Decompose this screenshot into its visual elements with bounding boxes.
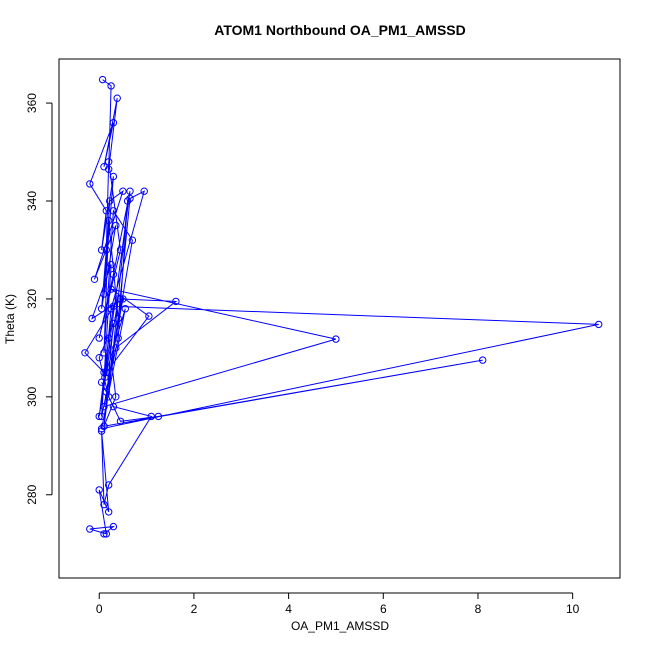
data-point — [116, 417, 125, 425]
data-point — [114, 295, 122, 303]
data-point — [100, 349, 108, 357]
data-point — [107, 260, 115, 269]
data-point — [97, 425, 106, 433]
data-point — [172, 297, 180, 306]
chart-title: ATOM1 Northbound OA_PM1_AMSSD — [214, 22, 466, 38]
data-point — [86, 525, 94, 533]
data-point — [332, 335, 340, 343]
data-point — [97, 305, 106, 313]
data-point — [107, 82, 115, 90]
data-point — [100, 163, 108, 171]
y-tick-label: 320 — [25, 289, 39, 309]
data-point — [145, 312, 153, 320]
data-point — [109, 270, 118, 279]
data-point — [97, 246, 106, 254]
data-point — [100, 368, 108, 377]
data-point — [97, 427, 106, 435]
data-point — [128, 236, 137, 244]
data-point — [102, 246, 111, 254]
x-axis-label: OA_PM1_AMSSD — [291, 619, 389, 633]
data-point — [109, 402, 118, 411]
data-point — [97, 412, 106, 421]
data-point — [109, 119, 118, 127]
y-tick-label: 340 — [25, 191, 39, 211]
data-point — [113, 94, 121, 102]
data-point — [116, 246, 125, 254]
data-point — [154, 412, 163, 421]
data-point — [105, 481, 113, 489]
data-point — [100, 402, 108, 411]
data-point — [595, 320, 603, 329]
x-tick-label: 0 — [96, 602, 103, 616]
y-tick-label: 280 — [25, 484, 39, 504]
data-point — [107, 305, 115, 313]
data-point — [107, 285, 115, 293]
x-tick-label: 10 — [566, 602, 580, 616]
data-point — [114, 314, 122, 323]
data-point — [106, 197, 114, 205]
data-point — [105, 393, 113, 401]
data-point — [95, 412, 103, 421]
data-point — [109, 207, 118, 215]
data-point — [126, 194, 134, 203]
data-point — [114, 334, 122, 342]
data-point — [102, 530, 111, 538]
series-line — [84, 79, 599, 535]
data-point — [112, 344, 120, 352]
data-point — [81, 349, 89, 357]
series-layer — [81, 75, 603, 538]
plot-area-frame — [58, 58, 621, 579]
data-point — [86, 180, 94, 188]
data-point — [88, 314, 96, 323]
data-point — [102, 368, 111, 377]
data-point — [109, 522, 118, 531]
data-point — [100, 500, 108, 509]
data-point — [109, 319, 118, 328]
data-point — [100, 290, 108, 298]
x-tick-label: 2 — [191, 602, 198, 616]
data-point — [140, 187, 148, 195]
data-point — [109, 172, 118, 181]
y-tick-label: 300 — [25, 387, 39, 407]
data-point — [105, 508, 113, 516]
data-point — [119, 295, 127, 303]
data-point — [95, 334, 103, 342]
y-tick-label: 360 — [25, 93, 39, 113]
data-point — [121, 305, 130, 313]
data-point — [105, 158, 113, 166]
y-axis-label: Theta (K) — [3, 294, 17, 344]
data-point — [126, 187, 134, 195]
x-axis: 0 2 4 6 8 10 — [96, 592, 580, 616]
data-point — [105, 216, 113, 225]
data-point — [109, 302, 118, 310]
data-point — [97, 378, 106, 386]
data-point — [479, 356, 487, 364]
data-point — [90, 275, 99, 283]
data-point — [112, 393, 120, 401]
data-point — [98, 75, 107, 84]
data-point — [102, 207, 111, 215]
data-point — [95, 354, 103, 362]
y-axis: 280 300 320 340 360 — [25, 93, 53, 505]
x-tick-label: 8 — [475, 602, 482, 616]
data-point — [100, 530, 108, 538]
data-point — [119, 187, 127, 195]
data-point — [112, 221, 120, 230]
data-point — [95, 486, 103, 494]
x-tick-label: 6 — [380, 602, 387, 616]
data-point — [105, 334, 113, 342]
data-point — [116, 295, 125, 303]
data-point — [147, 412, 156, 421]
data-point — [101, 373, 109, 381]
x-tick-label: 4 — [285, 602, 292, 616]
data-point — [123, 197, 132, 205]
